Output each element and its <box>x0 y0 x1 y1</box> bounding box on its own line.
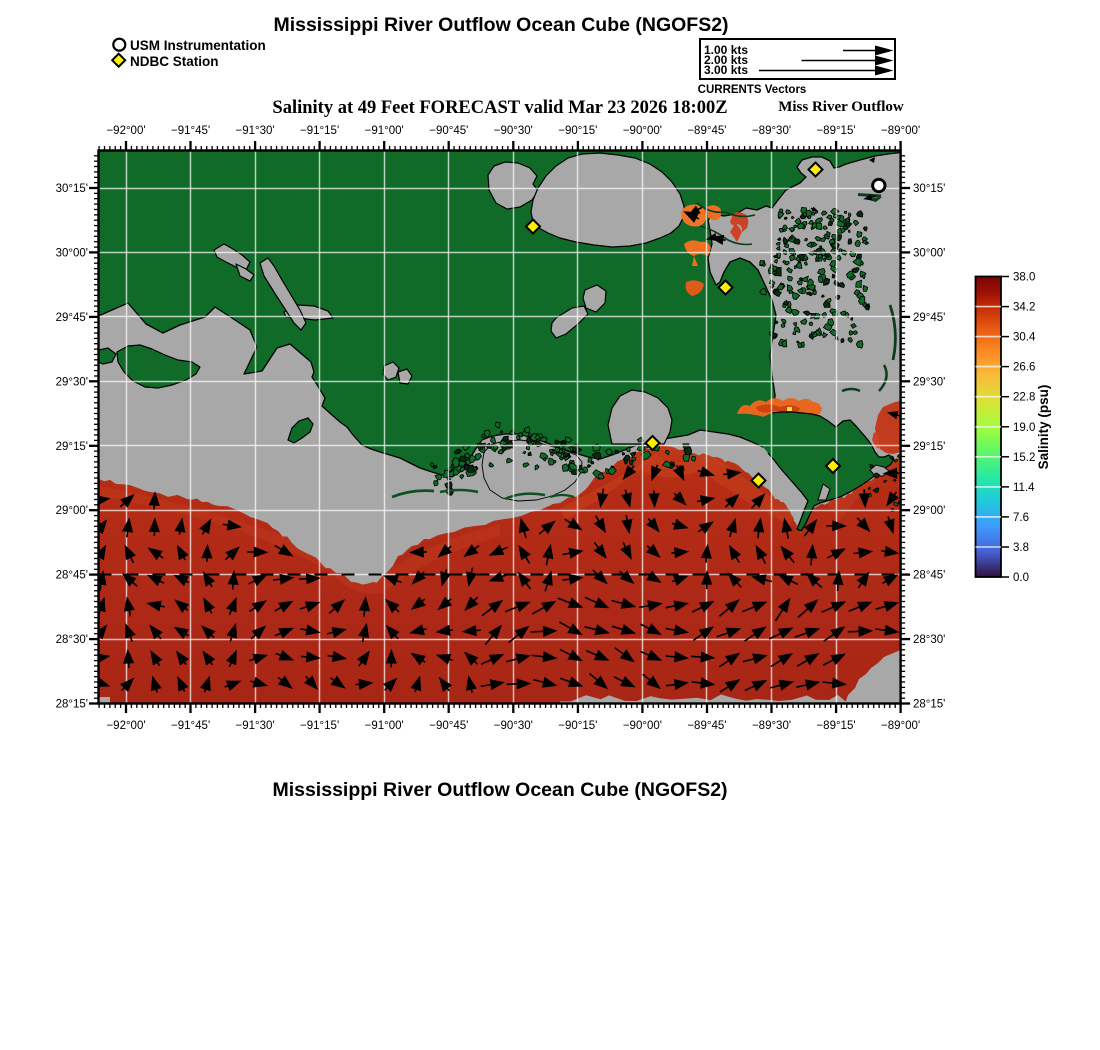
svg-text:30°00': 30°00' <box>56 247 88 259</box>
svg-text:−91°45': −91°45' <box>171 720 210 732</box>
svg-text:CURRENTS Vectors: CURRENTS Vectors <box>698 84 807 96</box>
svg-text:3.8: 3.8 <box>1013 542 1029 554</box>
svg-text:29°00': 29°00' <box>56 505 88 517</box>
svg-text:−91°15': −91°15' <box>300 720 339 732</box>
svg-text:−90°45': −90°45' <box>429 125 468 137</box>
svg-text:28°15': 28°15' <box>913 699 945 711</box>
svg-text:30°15': 30°15' <box>56 183 88 195</box>
svg-text:−89°00': −89°00' <box>881 720 920 732</box>
svg-text:11.4: 11.4 <box>1013 482 1035 494</box>
svg-text:3.00 kts: 3.00 kts <box>704 63 748 77</box>
svg-text:29°00': 29°00' <box>913 505 945 517</box>
svg-text:−90°45': −90°45' <box>429 720 468 732</box>
svg-text:28°15': 28°15' <box>56 699 88 711</box>
svg-text:Salinity (psu): Salinity (psu) <box>1036 385 1051 470</box>
svg-text:−89°15': −89°15' <box>816 125 855 137</box>
svg-text:28°45': 28°45' <box>56 570 88 582</box>
svg-text:−91°30': −91°30' <box>236 720 275 732</box>
svg-text:−90°00': −90°00' <box>623 720 662 732</box>
svg-text:−89°30': −89°30' <box>752 720 791 732</box>
svg-text:7.6: 7.6 <box>1013 512 1029 524</box>
svg-text:29°15': 29°15' <box>56 441 88 453</box>
svg-text:−91°00': −91°00' <box>365 720 404 732</box>
svg-text:USM Instrumentation: USM Instrumentation <box>130 38 266 53</box>
svg-text:NDBC Station: NDBC Station <box>130 54 219 69</box>
svg-text:38.0: 38.0 <box>1013 272 1035 284</box>
svg-text:Mississippi River Outflow Ocea: Mississippi River Outflow Ocean Cube (NG… <box>273 14 728 36</box>
svg-text:−89°45': −89°45' <box>687 125 726 137</box>
svg-text:26.6: 26.6 <box>1013 362 1035 374</box>
svg-text:29°30': 29°30' <box>913 376 945 388</box>
svg-text:22.8: 22.8 <box>1013 392 1035 404</box>
svg-text:Miss River Outflow: Miss River Outflow <box>778 99 904 115</box>
svg-text:−91°45': −91°45' <box>171 125 210 137</box>
svg-text:−90°00': −90°00' <box>623 125 662 137</box>
svg-text:Salinity at 49 Feet FORECAST v: Salinity at 49 Feet FORECAST valid Mar 2… <box>272 98 727 118</box>
svg-text:19.0: 19.0 <box>1013 422 1035 434</box>
svg-text:−92°00': −92°00' <box>106 720 145 732</box>
svg-text:−89°00': −89°00' <box>881 125 920 137</box>
svg-text:−90°30': −90°30' <box>494 125 533 137</box>
svg-text:−90°30': −90°30' <box>494 720 533 732</box>
svg-text:Mississippi River Outflow Ocea: Mississippi River Outflow Ocean Cube (NG… <box>272 779 727 801</box>
svg-text:−89°45': −89°45' <box>687 720 726 732</box>
svg-text:34.2: 34.2 <box>1013 302 1035 314</box>
svg-text:−92°00': −92°00' <box>106 125 145 137</box>
svg-text:30°15': 30°15' <box>913 183 945 195</box>
svg-text:15.2: 15.2 <box>1013 452 1035 464</box>
svg-text:−89°30': −89°30' <box>752 125 791 137</box>
svg-text:0.0: 0.0 <box>1013 572 1029 584</box>
svg-text:−89°15': −89°15' <box>816 720 855 732</box>
svg-text:29°45': 29°45' <box>56 312 88 324</box>
svg-text:30°00': 30°00' <box>913 247 945 259</box>
svg-text:29°45': 29°45' <box>913 312 945 324</box>
svg-text:−90°15': −90°15' <box>558 125 597 137</box>
svg-text:2.00 kts: 2.00 kts <box>704 53 748 67</box>
svg-text:29°15': 29°15' <box>913 441 945 453</box>
svg-text:28°30': 28°30' <box>913 634 945 646</box>
svg-text:−91°30': −91°30' <box>236 125 275 137</box>
svg-text:−91°15': −91°15' <box>300 125 339 137</box>
svg-text:−91°00': −91°00' <box>365 125 404 137</box>
svg-text:1.00 kts: 1.00 kts <box>704 43 748 57</box>
svg-text:−90°15': −90°15' <box>558 720 597 732</box>
svg-text:28°45': 28°45' <box>913 570 945 582</box>
svg-text:29°30': 29°30' <box>56 376 88 388</box>
svg-text:28°30': 28°30' <box>56 634 88 646</box>
svg-text:30.4: 30.4 <box>1013 332 1036 344</box>
